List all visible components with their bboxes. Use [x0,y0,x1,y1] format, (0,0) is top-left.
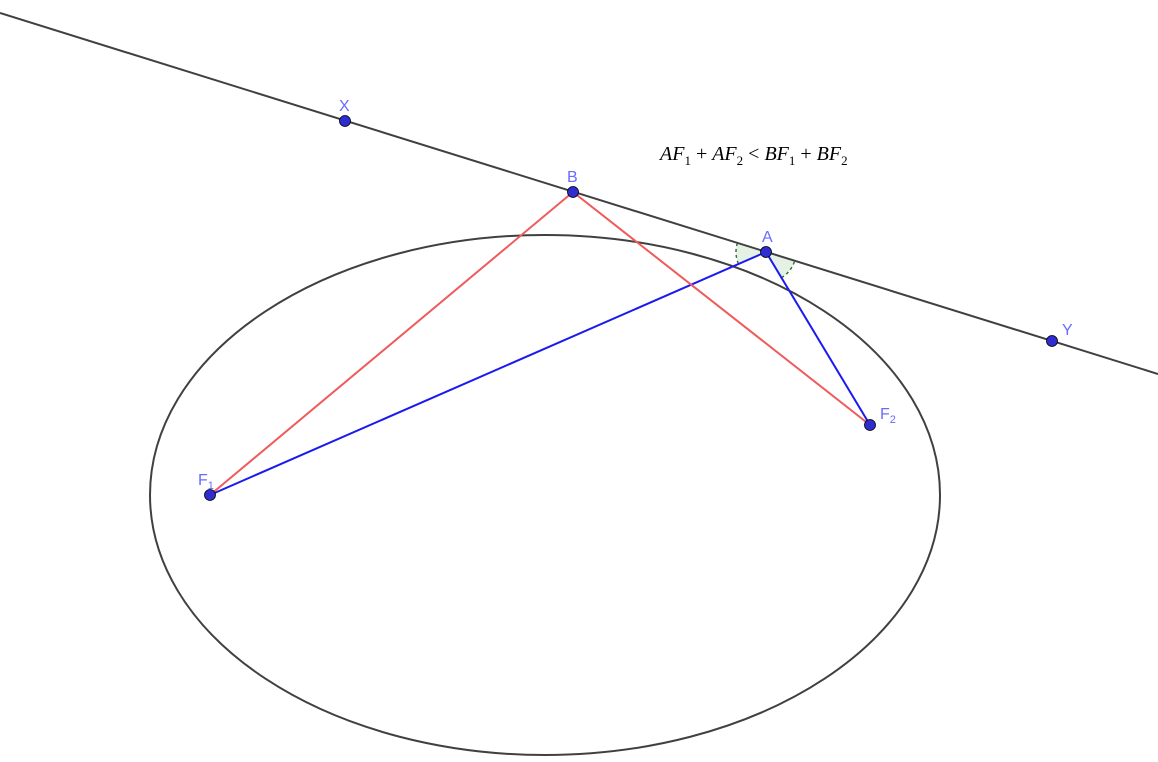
label-X: X [339,98,350,115]
point-A[interactable] [761,247,772,258]
tangent-line [0,13,1158,374]
label-Y: Y [1062,322,1073,339]
point-B[interactable] [568,187,579,198]
segment-F1-A [210,252,766,495]
label-B: B [567,169,578,186]
segment-F2-A [766,252,870,425]
segment-F2-B [573,192,870,425]
geometry-canvas: X B A Y F1 F2 AF1 + AF2 < BF1 + BF2 [0,0,1158,762]
segment-F1-B [210,192,573,495]
point-F2[interactable] [865,420,876,431]
label-F2: F2 [880,406,896,426]
label-A: A [762,229,773,246]
label-F1: F1 [198,472,214,492]
point-X[interactable] [340,116,351,127]
point-Y[interactable] [1047,336,1058,347]
ellipse [150,235,940,755]
inequality-text: AF1 + AF2 < BF1 + BF2 [658,143,848,168]
